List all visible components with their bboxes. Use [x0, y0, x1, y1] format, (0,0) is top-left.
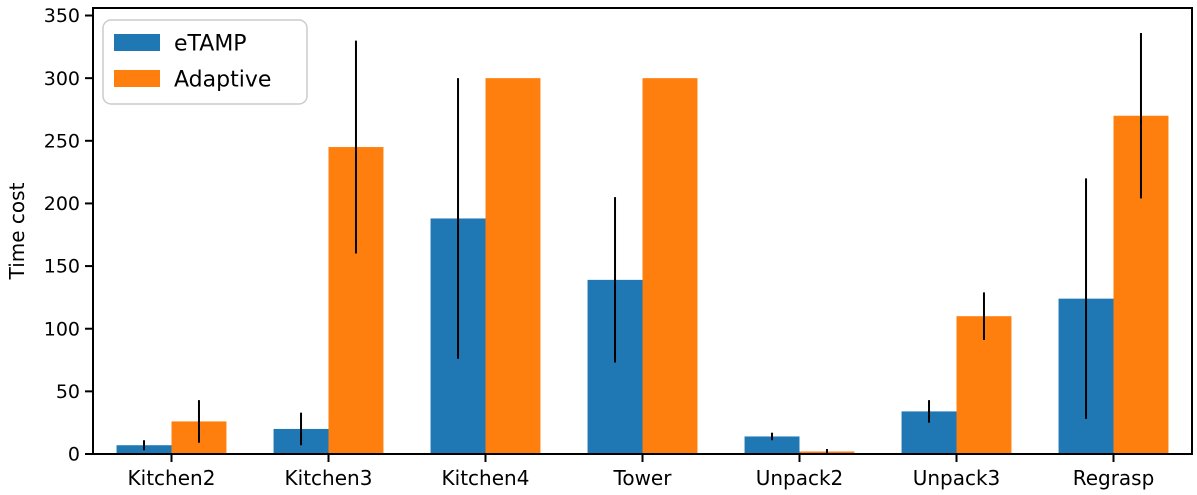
legend-label-adaptive: Adaptive: [174, 68, 271, 93]
legend-label-etamp: eTAMP: [174, 32, 247, 57]
y-tick-label: 250: [44, 130, 80, 152]
bar-adaptive-kitchen4: [485, 78, 541, 455]
x-tick-label-regrasp: Regrasp: [1073, 466, 1155, 490]
x-tick-label-kitchen3: Kitchen3: [285, 466, 373, 490]
x-tick-label-kitchen4: Kitchen4: [442, 466, 530, 490]
legend-swatch-etamp: [114, 34, 160, 51]
legend: eTAMP Adaptive: [102, 19, 308, 105]
plot-frame: [92, 7, 1193, 455]
y-tick-label: 350: [44, 5, 80, 27]
bar-etamp-unpack2: [744, 436, 800, 454]
y-tick-label: 200: [44, 193, 80, 215]
x-tick-label-tower: Tower: [613, 466, 673, 490]
y-tick-label: 150: [44, 256, 80, 278]
x-tick-label-unpack3: Unpack3: [913, 466, 1001, 490]
y-axis-label: Time cost: [5, 182, 29, 280]
x-tick-label-kitchen2: Kitchen2: [128, 466, 216, 490]
y-tick-label: 0: [68, 444, 80, 466]
y-tick-label: 100: [44, 318, 80, 340]
legend-swatch-adaptive: [114, 70, 160, 87]
plot-area: 0 50 100 150 200 250 300 350 Kitchen2 Kitchen3 Kit…: [44, 5, 1193, 490]
y-tick-label: 300: [44, 68, 80, 90]
x-tick-label-unpack2: Unpack2: [756, 466, 844, 490]
y-tick-label: 50: [56, 381, 80, 403]
bar-adaptive-tower: [642, 78, 698, 455]
